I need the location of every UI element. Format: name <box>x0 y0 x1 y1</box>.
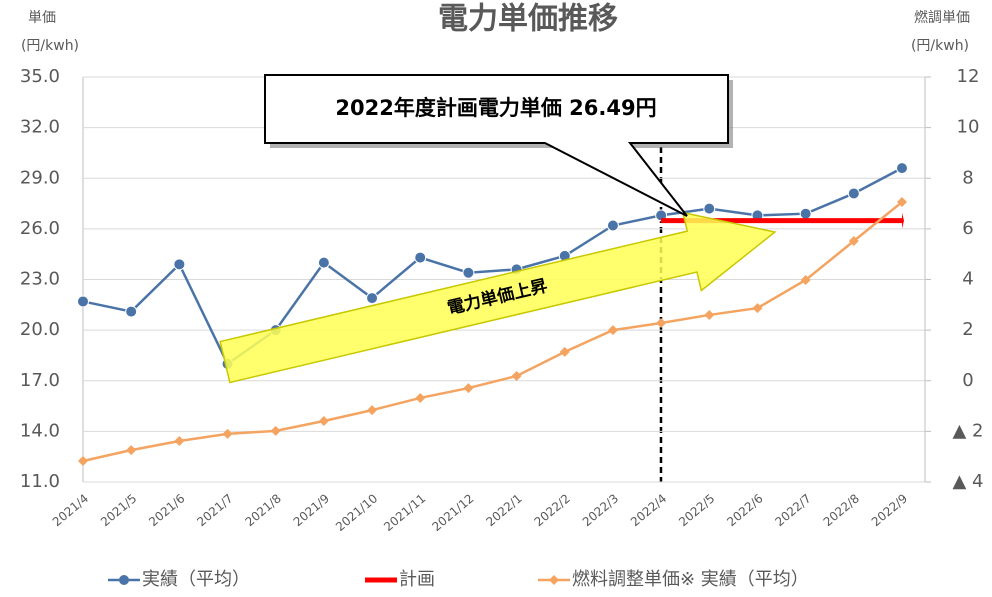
point <box>848 236 859 247</box>
x-tick-label: 2021/5 <box>98 491 139 529</box>
point <box>414 251 427 264</box>
y-tick-label: 20.0 <box>20 319 60 340</box>
point <box>462 266 475 279</box>
point <box>703 202 716 215</box>
x-tick-label: 2022/2 <box>532 491 573 529</box>
point <box>78 455 88 466</box>
callout <box>264 74 729 217</box>
point <box>799 207 812 220</box>
y2-tick-label: 6 <box>962 218 973 239</box>
y-tick-label: 17.0 <box>20 370 60 391</box>
x-tick-label: 2022/4 <box>628 491 669 529</box>
x-tick-label: 2021/8 <box>243 491 284 529</box>
point <box>511 370 522 381</box>
arrowhead <box>902 212 904 229</box>
x-tick-label: 2022/1 <box>483 491 524 529</box>
legend-label: 計画 <box>399 569 435 590</box>
y2-tick-label: 0 <box>962 370 973 391</box>
point <box>607 325 618 336</box>
y-tick-label: 29.0 <box>20 167 60 188</box>
point <box>897 197 907 208</box>
x-tick-label: 2021/10 <box>333 491 380 534</box>
point <box>77 295 89 308</box>
point <box>847 187 860 200</box>
y-tick-label: 26.0 <box>20 218 60 239</box>
point <box>704 309 715 320</box>
y2-tick-label: 4 <box>962 269 973 290</box>
x-tick-label: 2022/8 <box>821 491 862 529</box>
point <box>270 425 281 436</box>
point <box>367 405 378 416</box>
series-line <box>82 167 903 366</box>
y-tick-label: 11.0 <box>20 471 60 492</box>
point <box>318 415 329 426</box>
series-line <box>82 201 903 463</box>
legend-label: 燃料調整単価※ 実績（平均） <box>572 569 809 590</box>
y-tick-label: 14.0 <box>20 420 60 441</box>
legend-swatch <box>119 575 129 585</box>
point <box>317 256 330 269</box>
y2-axis-label: 燃調単価 <box>914 9 970 26</box>
y-axis-label: 単価 <box>28 10 56 26</box>
x-tick-label: 2022/7 <box>772 491 813 529</box>
x-tick-label: 2021/7 <box>194 491 235 529</box>
y2-tick-label: 2 <box>962 319 973 340</box>
x-tick-label: 2021/9 <box>291 491 332 529</box>
point <box>896 162 908 175</box>
legend-swatch <box>549 575 559 585</box>
callout-text: 2022年度計画電力単価 26.49円 <box>335 96 656 120</box>
point <box>606 219 619 232</box>
point <box>366 292 379 305</box>
point <box>752 303 763 314</box>
point <box>174 435 185 446</box>
x-tick-label: 2021/12 <box>429 491 476 534</box>
x-tick-label: 2021/4 <box>50 491 91 529</box>
point <box>125 305 138 318</box>
trend-arrow: 電力単価上昇 <box>219 211 777 384</box>
x-tick-label: 2021/11 <box>381 491 428 534</box>
point <box>173 258 186 271</box>
x-tick-label: 2022/9 <box>869 491 910 529</box>
point <box>656 318 667 329</box>
legend-label: 実績（平均） <box>142 569 250 590</box>
y2-tick-label: 10 <box>957 117 980 138</box>
x-tick-label: 2022/5 <box>676 491 717 529</box>
x-tick-label: 2021/6 <box>146 491 187 529</box>
y2-tick-label: 8 <box>962 167 973 188</box>
x-tick-label: 2022/6 <box>724 491 765 529</box>
y2-tick-label: ▲ 2 <box>952 420 983 441</box>
point <box>415 392 426 403</box>
y-tick-label: 35.0 <box>20 66 60 87</box>
point <box>126 445 137 456</box>
x-tick-label: 2022/3 <box>580 491 621 529</box>
point <box>222 428 233 439</box>
point <box>559 346 570 357</box>
chart-title: 電力単価推移 <box>438 2 618 37</box>
y2-tick-label: 12 <box>957 66 980 87</box>
point <box>800 275 811 286</box>
point <box>463 383 474 394</box>
y-tick-label: 23.0 <box>20 269 60 290</box>
y2-tick-label: ▲ 4 <box>952 471 983 492</box>
y2-axis-unit: (円/kwh) <box>911 38 969 54</box>
y-tick-label: 32.0 <box>20 117 60 138</box>
y-axis-unit: (円/kwh) <box>21 38 79 54</box>
